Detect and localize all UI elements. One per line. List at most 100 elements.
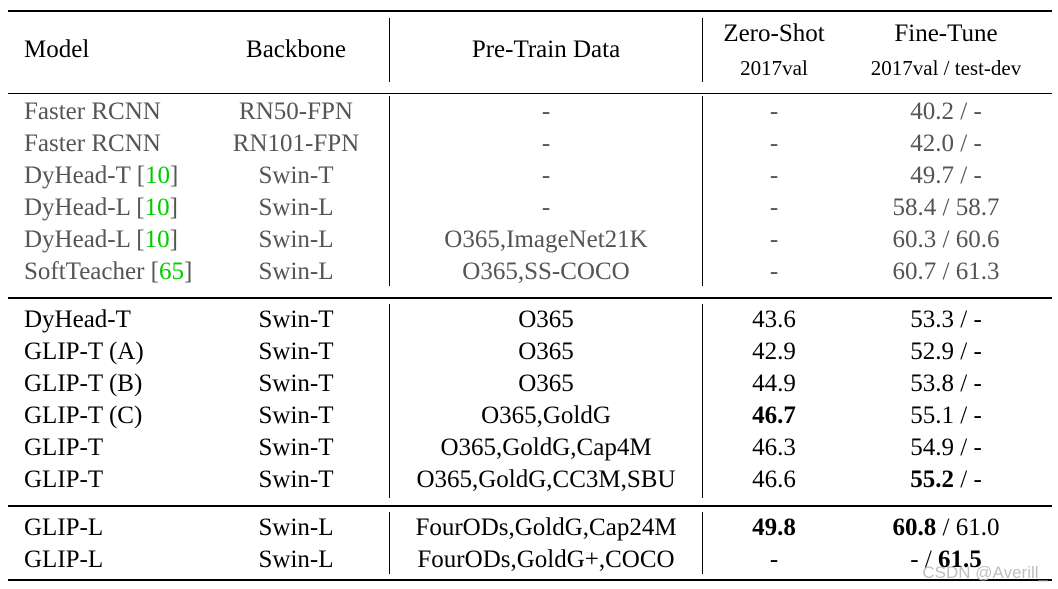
pretrain-cell: - xyxy=(541,194,551,221)
model-cell: GLIP-L xyxy=(24,544,103,576)
finetune-val: 58.4 xyxy=(892,194,937,221)
finetune-cell: 60.8 / 61.0 xyxy=(892,514,1000,541)
backbone-cell: Swin-T xyxy=(258,434,334,461)
model-name: GLIP-T xyxy=(24,466,104,493)
column-divider xyxy=(389,512,390,574)
pretrain-cell: - xyxy=(541,130,551,157)
model-name: DyHead-T xyxy=(24,162,131,189)
finetune-val: 40.2 xyxy=(910,98,954,125)
model-cell: SoftTeacher [65] xyxy=(24,258,193,285)
pretrain-cell: FourODs,GoldG+,COCO xyxy=(417,546,675,573)
pretrain-cell: O365 xyxy=(518,306,574,333)
finetune-cell: 40.2 / - xyxy=(910,98,982,125)
testdev-val: 58.7 xyxy=(955,194,1000,221)
model-name: GLIP-T (A) xyxy=(24,338,144,365)
column-divider xyxy=(702,96,703,286)
bottom-rule xyxy=(8,579,1052,581)
testdev-val: - xyxy=(973,130,982,157)
zeroshot-cell: 44.9 xyxy=(752,370,796,397)
header-zeroshot-sub: 2017val xyxy=(740,56,808,80)
group-rule xyxy=(8,297,1052,299)
pretrain-cell: O365 xyxy=(518,370,574,397)
finetune-cell: 60.3 / 60.6 xyxy=(892,226,1000,253)
column-divider xyxy=(389,304,390,498)
finetune-val: 55.2 xyxy=(910,466,954,493)
finetune-cell: 49.7 / - xyxy=(910,162,982,189)
model-name: SoftTeacher xyxy=(24,258,145,285)
finetune-cell: 53.3 / - xyxy=(910,306,982,333)
citation-link: 65 xyxy=(159,258,184,285)
testdev-val: - xyxy=(973,162,982,189)
finetune-val: 49.7 xyxy=(910,162,954,189)
zeroshot-cell: - xyxy=(769,194,779,221)
model-cell: GLIP-T xyxy=(24,464,103,496)
backbone-cell: Swin-L xyxy=(258,514,334,541)
model-cell: DyHead-L [10] xyxy=(24,226,178,253)
backbone-cell: Swin-T xyxy=(258,338,334,365)
model-name: DyHead-T xyxy=(24,306,131,333)
testdev-val: - xyxy=(973,402,982,429)
citation-link: 10 xyxy=(144,226,170,253)
zeroshot-cell: - xyxy=(769,546,779,573)
model-cell: GLIP-T (A) xyxy=(24,336,144,368)
zeroshot-cell: - xyxy=(769,98,779,125)
header-pretrain: Pre-Train Data xyxy=(471,36,621,63)
zeroshot-cell: 49.8 xyxy=(752,514,796,541)
zeroshot-cell: - xyxy=(769,130,779,157)
column-divider xyxy=(702,512,703,574)
model-cell: DyHead-T xyxy=(24,304,131,336)
model-cell: GLIP-T (B) xyxy=(24,368,142,400)
pretrain-cell: O365 xyxy=(518,338,574,365)
column-divider xyxy=(702,304,703,498)
pretrain-cell: O365,GoldG,CC3M,SBU xyxy=(416,466,676,493)
testdev-val: 61.3 xyxy=(955,258,1000,285)
model-name: GLIP-L xyxy=(24,546,104,573)
header-backbone: Backbone xyxy=(246,36,346,63)
model-cell: DyHead-T [10] xyxy=(24,162,179,189)
pretrain-cell: - xyxy=(541,162,551,189)
backbone-cell: Swin-T xyxy=(258,162,334,189)
header-rule xyxy=(8,93,1052,94)
model-name: GLIP-T (C) xyxy=(24,402,143,429)
pretrain-cell: FourODs,GoldG,Cap24M xyxy=(415,514,677,541)
testdev-val: - xyxy=(973,98,982,125)
top-rule xyxy=(8,10,1052,12)
zeroshot-cell: 46.6 xyxy=(752,466,796,493)
citation-link: 10 xyxy=(145,162,171,189)
backbone-cell: Swin-T xyxy=(258,466,334,493)
citation-link: 10 xyxy=(144,194,170,221)
finetune-cell: 54.9 / - xyxy=(910,434,982,461)
finetune-val: - xyxy=(910,546,919,573)
finetune-val: 54.9 xyxy=(910,434,954,461)
pretrain-cell: O365,ImageNet21K xyxy=(444,226,648,253)
header-finetune-sub: 2017val / test-dev xyxy=(870,56,1022,80)
backbone-cell: Swin-L xyxy=(258,258,334,285)
model-cell: GLIP-T (C) xyxy=(24,400,142,432)
model-name: DyHead-L xyxy=(24,226,130,253)
model-cell: Faster RCNN xyxy=(24,128,161,160)
header-finetune: Fine-Tune xyxy=(894,20,998,47)
group-rule xyxy=(8,505,1052,507)
finetune-cell: 55.2 / - xyxy=(910,466,982,493)
backbone-cell: Swin-T xyxy=(258,306,334,333)
pretrain-cell: - xyxy=(541,98,551,125)
pretrain-cell: O365,SS-COCO xyxy=(462,258,630,285)
zeroshot-cell: - xyxy=(769,226,779,253)
backbone-cell: RN101-FPN xyxy=(232,130,360,157)
finetune-cell: - / 61.5 xyxy=(910,546,982,573)
column-divider xyxy=(389,18,390,82)
finetune-val: 52.9 xyxy=(910,338,954,365)
model-cell: GLIP-T xyxy=(24,432,103,464)
testdev-val: - xyxy=(973,370,982,397)
finetune-cell: 55.1 / - xyxy=(910,402,982,429)
testdev-val: - xyxy=(973,306,982,333)
testdev-val: 61.5 xyxy=(938,546,982,573)
pretrain-cell: O365,GoldG,Cap4M xyxy=(440,434,652,461)
zeroshot-cell: 46.7 xyxy=(752,402,796,429)
backbone-cell: RN50-FPN xyxy=(239,98,353,125)
testdev-val: - xyxy=(973,466,982,493)
finetune-cell: 60.7 / 61.3 xyxy=(892,258,1000,285)
finetune-val: 55.1 xyxy=(910,402,954,429)
finetune-cell: 42.0 / - xyxy=(910,130,982,157)
model-cell: GLIP-L xyxy=(24,512,103,544)
